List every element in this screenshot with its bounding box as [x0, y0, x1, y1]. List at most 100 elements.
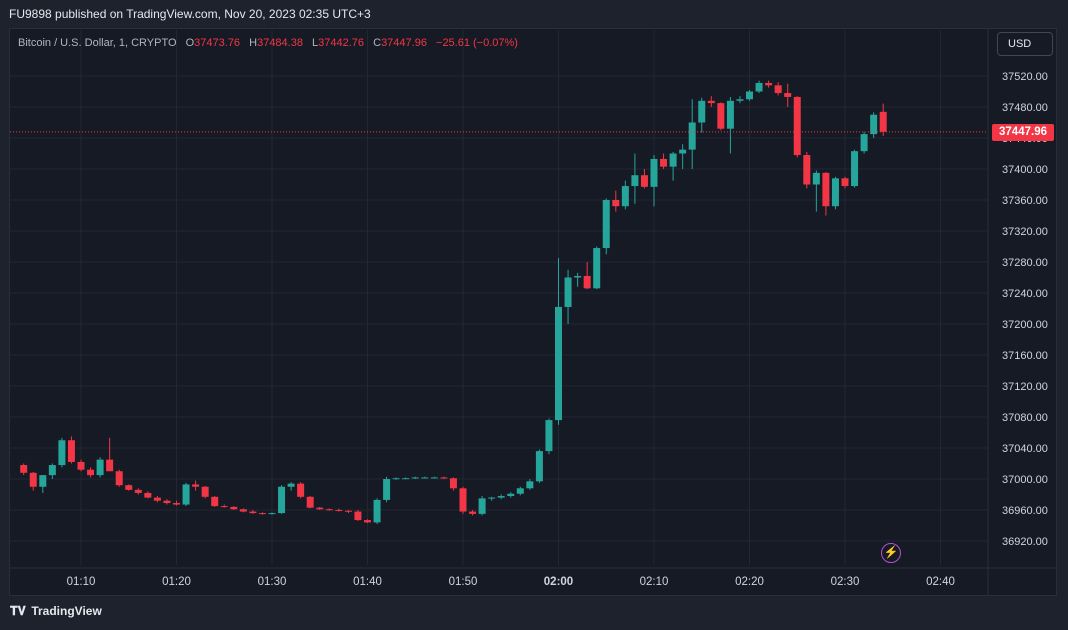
candle-body — [726, 100, 734, 129]
candle-body — [660, 158, 668, 167]
candle-body — [650, 158, 658, 187]
candle — [774, 82, 782, 96]
price-tick-label: 37320.00 — [1002, 226, 1048, 238]
candle-body — [220, 506, 228, 508]
candle — [564, 269, 572, 324]
candle — [679, 144, 687, 169]
candle-body — [392, 478, 400, 480]
candle-body — [29, 472, 37, 487]
candle-body — [430, 477, 438, 479]
change-value: −25.61 (−0.07%) — [436, 37, 518, 49]
candle — [48, 463, 56, 479]
candle-body — [173, 503, 180, 505]
candle — [812, 170, 820, 212]
candle-body — [48, 465, 56, 476]
candle — [879, 103, 887, 136]
candle-body — [287, 483, 295, 487]
candle — [726, 96, 734, 154]
candle — [182, 482, 190, 507]
candle — [660, 153, 668, 169]
candle — [555, 258, 562, 425]
candle-body — [39, 475, 47, 487]
candle-body — [478, 498, 486, 514]
candle-body — [583, 275, 591, 289]
candle — [516, 486, 524, 496]
tradingview-logo-icon: 𝐓𝐕 — [10, 604, 26, 618]
candle — [173, 500, 180, 506]
candle — [77, 459, 85, 472]
candle — [459, 486, 467, 514]
candle-body — [316, 507, 324, 510]
close-value: 37447.96 — [381, 37, 427, 49]
candle-body — [736, 99, 744, 101]
brand-name: TradingView — [31, 604, 102, 618]
candle-body — [67, 440, 75, 462]
time-tick-label: 01:30 — [258, 576, 287, 588]
candle — [411, 476, 419, 479]
candle-body — [469, 511, 477, 514]
price-tick-label: 37480.00 — [1002, 102, 1048, 114]
high-label: H — [249, 37, 258, 49]
time-tick-label: 02:30 — [831, 576, 860, 588]
candle-body — [535, 451, 543, 482]
candle — [344, 510, 352, 514]
time-tick-label: 01:40 — [353, 576, 382, 588]
candle — [278, 485, 286, 514]
candle-body — [793, 96, 801, 156]
candle — [373, 498, 381, 524]
candle — [736, 96, 744, 104]
candle — [230, 506, 238, 510]
candle — [526, 479, 534, 490]
candle — [287, 482, 295, 491]
candle — [497, 494, 505, 500]
candle — [478, 496, 486, 516]
price-tick-label: 37120.00 — [1002, 381, 1048, 393]
open-label: O — [185, 37, 195, 49]
candle-body — [335, 510, 343, 511]
candle — [860, 131, 868, 154]
candle-body — [755, 82, 763, 92]
candle — [258, 512, 266, 515]
publisher-header: FU9898 published on TradingView.com, Nov… — [9, 7, 371, 21]
candle-body — [488, 497, 496, 499]
candle-body — [344, 510, 352, 512]
candle-body — [555, 306, 562, 421]
tradingview-brand[interactable]: 𝐓𝐕 TradingView — [10, 604, 102, 619]
time-tick-label: 02:10 — [640, 576, 669, 588]
candle — [29, 472, 37, 491]
candle-body — [831, 178, 839, 207]
candle-body — [497, 496, 505, 498]
candle-body — [545, 420, 553, 452]
candle — [717, 102, 725, 131]
candle-body — [679, 149, 687, 154]
candle — [688, 99, 696, 169]
candle — [144, 491, 152, 499]
candle — [841, 176, 849, 189]
candle — [39, 475, 47, 493]
price-tick-label: 37520.00 — [1002, 71, 1048, 83]
currency-button[interactable]: USD — [997, 32, 1053, 56]
candle — [583, 262, 591, 290]
candle — [325, 508, 333, 511]
candle — [316, 506, 324, 510]
last-price-label: 37447.96 — [992, 124, 1054, 141]
candle — [650, 155, 658, 207]
lightning-icon[interactable]: ⚡ — [881, 543, 901, 563]
candle-body — [879, 111, 887, 132]
candle-body — [507, 493, 515, 497]
candle — [153, 496, 161, 503]
candle-body — [144, 492, 152, 498]
candle — [87, 467, 95, 478]
candle-body — [516, 488, 524, 494]
candle — [211, 496, 219, 507]
candle — [621, 180, 629, 210]
candle — [545, 418, 553, 455]
candle-body — [784, 93, 792, 97]
low-label: L — [312, 37, 319, 49]
time-tick-label: 01:20 — [162, 576, 191, 588]
candle-body — [125, 485, 133, 490]
price-tick-label: 37240.00 — [1002, 288, 1048, 300]
candle — [20, 463, 28, 476]
candle-body — [58, 440, 66, 466]
